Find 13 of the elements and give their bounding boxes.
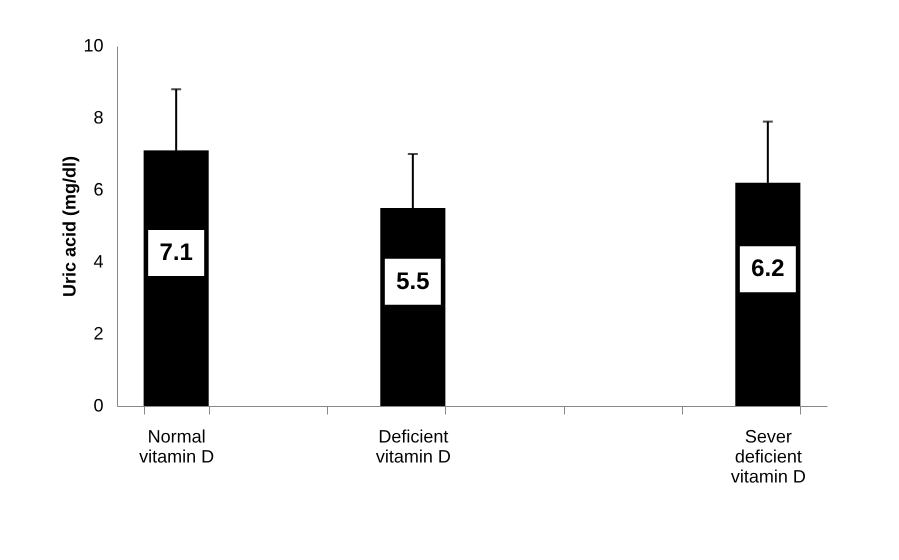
- x-tick-label: Deficient vitamin D: [376, 426, 451, 466]
- x-tick-label: Normal vitamin D: [139, 426, 214, 466]
- y-axis-title: Uric acid (mg/dl): [59, 156, 80, 298]
- y-tick-label: 4: [93, 252, 104, 272]
- data-label: 6.2: [751, 255, 785, 282]
- x-tick-label: Sever deficient vitamin D: [730, 426, 806, 486]
- y-tick-label: 10: [83, 36, 104, 56]
- y-tick-label: 2: [93, 324, 104, 344]
- y-tick-label: 6: [93, 180, 104, 200]
- data-label: 5.5: [396, 268, 430, 295]
- data-label: 7.1: [159, 239, 193, 266]
- y-tick-label: 0: [93, 396, 104, 416]
- y-tick-label: 8: [93, 108, 104, 128]
